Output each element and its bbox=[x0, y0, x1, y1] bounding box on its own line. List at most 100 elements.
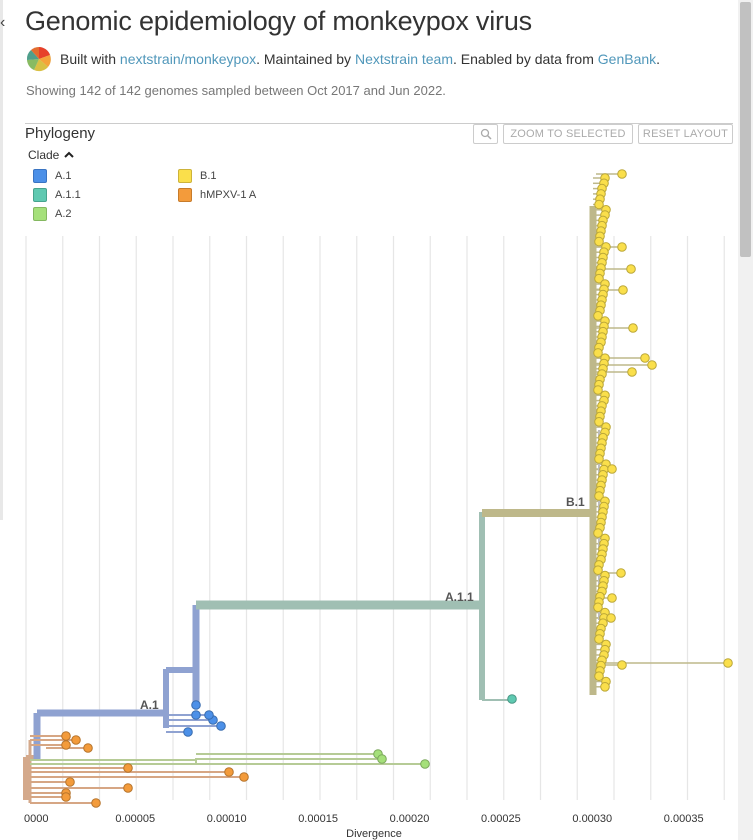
tip-hmpxv bbox=[61, 731, 71, 741]
legend-swatch bbox=[33, 169, 47, 183]
tip-b1 bbox=[593, 385, 603, 395]
tip-b1 bbox=[647, 360, 657, 370]
tick-label: 0.00010 bbox=[207, 813, 247, 825]
tip-b1 bbox=[594, 491, 604, 501]
tip-b1 bbox=[593, 528, 603, 538]
legend-swatch bbox=[178, 188, 192, 202]
divergence-grid bbox=[25, 236, 725, 800]
zoom-to-selected-button[interactable]: ZOOM TO SELECTED bbox=[503, 124, 633, 144]
branch-label-a11: A.1.1 bbox=[445, 590, 474, 604]
tip-b1 bbox=[640, 353, 650, 363]
axis-ticks: 0000 0.00005 0.00010 0.00015 0.00020 0.00025 0… bbox=[24, 813, 704, 825]
page-title: Genomic epidemiology of monkeypox virus bbox=[25, 6, 532, 36]
built-with-text: Built with bbox=[60, 51, 117, 67]
tip-b1 bbox=[617, 660, 627, 670]
tick-label: 0.00020 bbox=[390, 813, 430, 825]
tip-a1 bbox=[204, 710, 214, 720]
tip-b1 bbox=[594, 671, 604, 682]
page-scrollbar[interactable] bbox=[738, 0, 753, 840]
tip-a2 bbox=[420, 759, 430, 769]
legend-item-hmpxv1a[interactable]: hMPXV-1 A bbox=[178, 188, 256, 202]
tip-b1 bbox=[594, 454, 604, 464]
tip-b1 bbox=[606, 613, 616, 623]
nextstrain-monkeypox-link[interactable]: nextstrain/monkeypox bbox=[119, 51, 257, 67]
legend-swatch bbox=[178, 169, 192, 183]
tip-hmpxv bbox=[61, 792, 71, 802]
tree-branches bbox=[23, 173, 728, 804]
legend-item-a2[interactable]: A.2 bbox=[33, 207, 72, 221]
tip-b1 bbox=[607, 464, 617, 474]
zoom-button[interactable] bbox=[473, 124, 498, 144]
sidebar-toggle-icon[interactable]: ‹ bbox=[0, 14, 6, 31]
legend-item-b1[interactable]: B.1 bbox=[178, 169, 217, 183]
tip-b1 bbox=[593, 565, 603, 576]
branch-label-b1: B.1 bbox=[566, 495, 585, 509]
tip-a1 bbox=[191, 700, 201, 710]
chevron-up-icon bbox=[64, 151, 75, 158]
tip-a11 bbox=[507, 694, 517, 704]
tip-b1 bbox=[616, 568, 626, 578]
legend-item-a1[interactable]: A.1 bbox=[33, 169, 72, 183]
tick-label: 0.00025 bbox=[481, 813, 521, 825]
maintained-text: . Maintained by bbox=[256, 51, 352, 67]
tip-b1 bbox=[628, 323, 638, 333]
tip-b1 bbox=[617, 242, 627, 252]
data-text: . Enabled by data from bbox=[453, 51, 594, 67]
legend-swatch bbox=[33, 188, 47, 202]
legend-label: A.1 bbox=[55, 170, 72, 182]
tip-a1 bbox=[216, 721, 226, 731]
tip-b1 bbox=[594, 273, 604, 284]
legend-title: Clade bbox=[28, 148, 60, 162]
tip-hmpxv bbox=[83, 743, 93, 753]
tip-hmpxv bbox=[239, 772, 249, 782]
tip-b1 bbox=[618, 285, 628, 295]
tip-a2 bbox=[377, 754, 387, 764]
nextstrain-logo-icon bbox=[26, 46, 51, 72]
legend-label: A.2 bbox=[55, 208, 72, 220]
tip-hmpxv bbox=[61, 740, 71, 750]
tick-label: 0.00035 bbox=[664, 813, 704, 825]
reset-layout-button[interactable]: RESET LAYOUT bbox=[638, 124, 733, 144]
tip-b1 bbox=[617, 169, 627, 179]
tip-b1 bbox=[593, 602, 603, 613]
tip-b1 bbox=[627, 367, 637, 377]
scrollbar-thumb[interactable] bbox=[740, 2, 751, 257]
legend-label: hMPXV-1 A bbox=[200, 189, 257, 201]
left-panel-edge bbox=[0, 0, 3, 520]
genbank-link[interactable]: GenBank bbox=[597, 51, 657, 67]
tip-hmpxv bbox=[224, 767, 234, 777]
tip-b1 bbox=[600, 682, 610, 692]
tip-b1 bbox=[594, 417, 604, 427]
nextstrain-team-link[interactable]: Nextstrain team bbox=[354, 51, 453, 67]
magnifier-icon bbox=[480, 128, 492, 140]
tip-b1 bbox=[723, 658, 733, 668]
tick-label: 0000 bbox=[24, 813, 48, 825]
tip-b1 bbox=[594, 634, 604, 644]
legend-item-a11[interactable]: A.1.1 bbox=[33, 188, 81, 202]
tip-b1 bbox=[607, 593, 617, 603]
axis-label: Divergence bbox=[346, 828, 402, 840]
tip-b1 bbox=[594, 236, 604, 247]
panel-divider bbox=[25, 123, 733, 124]
legend-swatch bbox=[33, 207, 47, 221]
data-suffix: . bbox=[656, 51, 661, 67]
byline: Built with nextstrain/monkeypox. Maintai… bbox=[26, 46, 660, 72]
tip-b1 bbox=[594, 199, 604, 210]
tip-b1 bbox=[626, 264, 636, 274]
tree-tips bbox=[61, 169, 733, 808]
tip-b1 bbox=[593, 348, 603, 358]
tip-hmpxv bbox=[123, 763, 133, 773]
tick-label: 0.00015 bbox=[298, 813, 338, 825]
branch-label-a1: A.1 bbox=[140, 698, 159, 712]
tick-label: 0.00030 bbox=[572, 813, 612, 825]
phylogeny-panel-title: Phylogeny bbox=[25, 125, 96, 142]
tip-hmpxv bbox=[71, 735, 81, 745]
tip-a1 bbox=[183, 727, 193, 737]
tip-hmpxv bbox=[91, 798, 101, 808]
branch-labels: B.1 A.1.1 A.1 bbox=[140, 495, 585, 712]
legend-toggle[interactable]: Clade bbox=[28, 148, 75, 162]
tip-a1 bbox=[191, 710, 201, 720]
tip-b1 bbox=[593, 311, 603, 321]
tip-hmpxv bbox=[65, 777, 75, 787]
